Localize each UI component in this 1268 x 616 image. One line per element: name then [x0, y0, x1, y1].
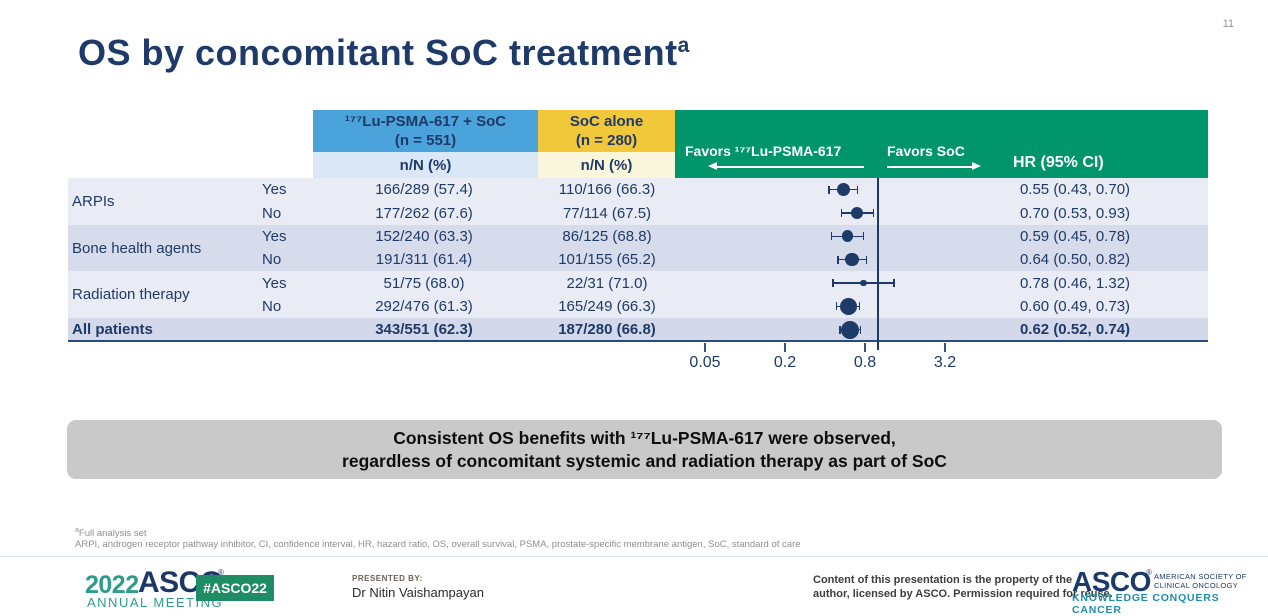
summary-line-1: Consistent OS benefits with ¹⁷⁷Lu-PSMA-6… [393, 427, 896, 448]
subgroup-label: Yes [262, 181, 287, 199]
page-number: 11 [1222, 18, 1234, 30]
lu-psma-value: 191/311 (61.4) [375, 251, 473, 269]
copyright-notice: Content of this presentation is the prop… [813, 574, 1113, 600]
hashtag-badge: #ASCO22 [196, 575, 274, 601]
hr-ci-value: 0.55 (0.43, 0.70) [1019, 181, 1131, 199]
column-header-lu-psma: ¹⁷⁷Lu-PSMA-617 + SoC (n = 551) [313, 110, 538, 152]
forest-plot-header: Favors ¹⁷⁷Lu-PSMA-617 Favors SoC HR (95%… [675, 110, 1208, 178]
footnote-analysis-set: aFull analysis set [75, 527, 147, 540]
table-band [68, 178, 1208, 225]
ci-cap [836, 302, 838, 311]
ci-cap [839, 325, 841, 334]
ci-cap [840, 209, 842, 218]
soc-alone-value: 101/155 (65.2) [558, 251, 656, 269]
group-label: ARPIs [72, 192, 115, 210]
hr-point-estimate [851, 207, 864, 220]
presented-by-label: PRESENTED BY: [352, 574, 423, 583]
favors-soc-arrow-line [887, 166, 972, 168]
hr-ci-value: 0.64 (0.50, 0.82) [1019, 251, 1131, 269]
hr-point-estimate [836, 183, 850, 197]
favors-soc-arrow-head [972, 162, 981, 170]
annual-meeting-label: ANNUAL MEETING [87, 595, 224, 610]
presenter-name: Dr Nitin Vaishampayan [352, 585, 484, 600]
lu-psma-value: 51/75 (68.0) [383, 274, 465, 292]
ci-cap [862, 232, 865, 241]
meeting-year: 2022 [85, 571, 139, 599]
subheader-soc-nn: n/N (%) [538, 152, 675, 178]
axis-tick [944, 343, 946, 352]
favors-lu-arrow-line [717, 166, 864, 168]
hr-ci-value: 0.60 (0.49, 0.73) [1019, 297, 1131, 315]
ci-cap [856, 185, 858, 194]
favors-lu-arrow-head [708, 162, 717, 170]
soc-alone-value: 165/249 (66.3) [558, 297, 656, 315]
axis-tick [704, 343, 706, 352]
table-band [68, 271, 1208, 319]
summary-box: Consistent OS benefits with ¹⁷⁷Lu-PSMA-6… [67, 420, 1222, 479]
subgroup-label: No [262, 204, 282, 222]
soc-alone-value: 77/114 (67.5) [562, 204, 652, 222]
reference-line [877, 178, 879, 350]
asco-society-name: AMERICAN SOCIETY OF CLINICAL ONCOLOGY [1154, 572, 1247, 590]
ci-cap [865, 255, 868, 264]
asco-logo: ASCO [1072, 566, 1151, 597]
favors-lu-label: Favors ¹⁷⁷Lu-PSMA-617 [685, 143, 842, 159]
soc-alone-value: 187/280 (66.8) [558, 321, 656, 339]
subgroup-label: Yes [262, 274, 287, 292]
title-footnote-marker: a [677, 34, 690, 57]
asco-registered-mark: ® [1146, 568, 1152, 577]
subheader-lu-nn: n/N (%) [313, 152, 538, 178]
ci-cap [837, 255, 839, 264]
page-title: OS by concomitant SoC treatmenta [78, 32, 690, 73]
ci-cap [893, 279, 895, 288]
group-label: Radiation therapy [72, 286, 190, 304]
hr-point-estimate [860, 279, 867, 287]
axis-tick [784, 343, 786, 352]
asco-tagline: KNOWLEDGE CONQUERS CANCER [1072, 592, 1220, 616]
axis-tick-label: 0.2 [773, 354, 797, 371]
footnote-abbreviations: ARPI, androgen receptor pathway inhibito… [75, 539, 801, 550]
favors-soc-label: Favors SoC [887, 143, 965, 159]
subgroup-label: No [262, 251, 282, 269]
footer-divider [0, 556, 1268, 557]
lu-psma-value: 166/289 (57.4) [375, 181, 473, 199]
lu-psma-value: 152/240 (63.3) [375, 227, 473, 245]
lu-psma-value: 343/551 (62.3) [375, 321, 473, 339]
ci-cap [859, 302, 861, 311]
table-band [68, 224, 1208, 272]
axis-tick [864, 343, 866, 352]
hr-column-header: HR (95% CI) [1013, 154, 1104, 171]
lu-psma-value: 177/262 (67.6) [375, 204, 473, 222]
column-header-soc-alone: SoC alone (n = 280) [538, 110, 675, 152]
hr-ci-value: 0.62 (0.52, 0.74) [1019, 321, 1131, 339]
subgroup-label: Yes [262, 227, 287, 245]
soc-alone-value: 22/31 (71.0) [566, 274, 648, 292]
hr-ci-value: 0.59 (0.45, 0.78) [1019, 227, 1131, 245]
ci-cap [859, 325, 862, 334]
axis-tick-label: 3.2 [933, 354, 957, 371]
axis-tick-label: 0.05 [689, 354, 721, 371]
subgroup-label: No [262, 297, 282, 315]
group-label: Bone health agents [72, 239, 202, 257]
hr-ci-value: 0.70 (0.53, 0.93) [1019, 204, 1131, 222]
axis-tick-label: 0.8 [853, 354, 877, 371]
ci-cap [831, 232, 833, 241]
meeting-registered-mark: ® [218, 568, 224, 577]
soc-alone-value: 86/125 (68.8) [562, 227, 652, 245]
hr-point-estimate [845, 253, 859, 267]
hr-point-estimate [841, 230, 854, 243]
group-label: All patients [72, 321, 153, 339]
ci-cap [828, 185, 830, 194]
lu-psma-value: 292/476 (61.3) [375, 297, 473, 315]
ci-cap [872, 209, 875, 218]
hr-point-estimate [840, 298, 857, 315]
hr-point-estimate [841, 320, 860, 339]
summary-line-2: regardless of concomitant systemic and r… [342, 450, 947, 471]
ci-cap [832, 279, 834, 288]
table-band [68, 318, 1208, 343]
hr-ci-value: 0.78 (0.46, 1.32) [1019, 274, 1131, 292]
soc-alone-value: 110/166 (66.3) [558, 181, 656, 199]
